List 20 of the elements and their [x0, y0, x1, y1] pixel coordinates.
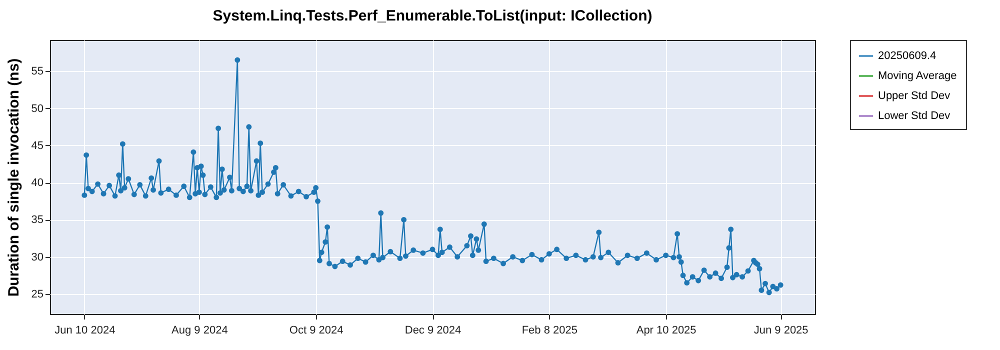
legend-label: 20250609.4 — [878, 50, 936, 62]
y-tick-label: 35 — [31, 214, 44, 226]
legend-label: Lower Std Dev — [878, 110, 951, 122]
y-tick-label: 55 — [31, 66, 44, 78]
x-tick-label: Jun 9 2025 — [754, 324, 808, 336]
legend-label: Upper Std Dev — [878, 90, 951, 102]
x-tick-label: Feb 8 2025 — [522, 324, 578, 336]
y-tick-label: 25 — [31, 288, 44, 300]
x-tick-label: Dec 9 2024 — [404, 324, 462, 336]
x-tick-label: Aug 9 2024 — [172, 324, 228, 336]
x-tick-label: Oct 9 2024 — [289, 324, 344, 336]
legend-label: Moving Average — [878, 70, 957, 82]
y-tick-label: 40 — [31, 177, 44, 190]
chart-title: System.Linq.Tests.Perf_Enumerable.ToList(input: ICollection) — [212, 8, 652, 24]
x-tick-label: Apr 10 2025 — [636, 324, 696, 336]
x-tick-label: Jun 10 2024 — [54, 324, 116, 336]
y-tick-label: 30 — [31, 251, 44, 264]
y-tick-label: 50 — [31, 102, 44, 115]
y-axis-title: Duration of single invocation (ns) — [5, 58, 22, 297]
y-tick-label: 45 — [31, 140, 44, 152]
